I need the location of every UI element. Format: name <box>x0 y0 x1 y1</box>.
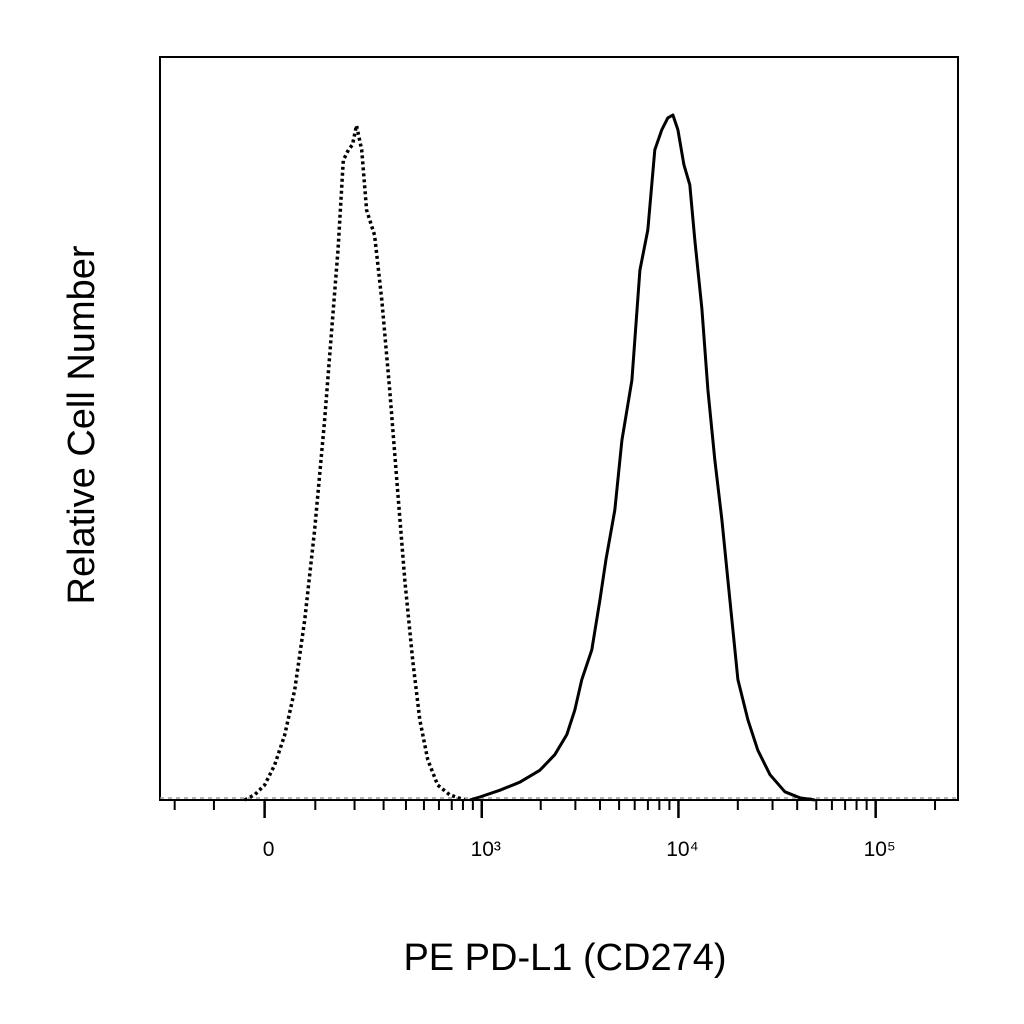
x-tick-label: 10⁵ <box>864 838 896 861</box>
x-tick-label: 10³ <box>471 838 501 861</box>
plot-frame <box>159 56 959 801</box>
histogram-line <box>243 123 466 802</box>
x-tick-label: 10⁴ <box>666 838 698 861</box>
y-axis-label: Relative Cell Number <box>61 245 103 604</box>
histogram-line <box>469 113 816 802</box>
x-axis-label: PE PD-L1 (CD274) <box>403 937 726 979</box>
x-tick-label: 0 <box>263 838 275 861</box>
